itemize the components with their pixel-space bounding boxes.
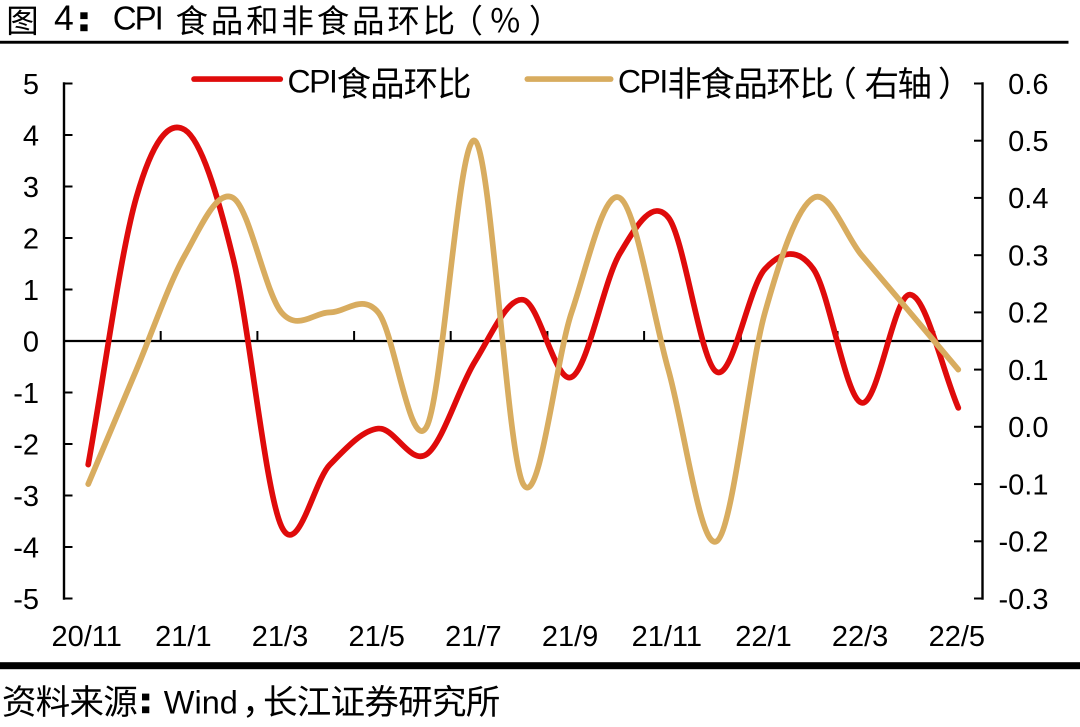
svg-text:4: 4 <box>54 0 74 38</box>
svg-text:1: 1 <box>23 275 39 307</box>
svg-text:-3: -3 <box>13 481 39 513</box>
svg-text:0.0: 0.0 <box>1008 412 1048 444</box>
svg-text:2: 2 <box>23 223 39 255</box>
svg-text:22/1: 22/1 <box>735 621 791 653</box>
svg-text:0.1: 0.1 <box>1008 355 1048 387</box>
svg-text:-0.1: -0.1 <box>999 469 1049 501</box>
svg-text:22/3: 22/3 <box>832 621 888 653</box>
svg-text:-0.3: -0.3 <box>999 584 1049 616</box>
svg-text:0.3: 0.3 <box>1008 241 1048 273</box>
svg-text:21/1: 21/1 <box>155 621 211 653</box>
svg-text:22/5: 22/5 <box>929 621 985 653</box>
svg-text:Wind: Wind <box>164 684 238 720</box>
svg-text:0.5: 0.5 <box>1008 126 1048 158</box>
svg-text:-5: -5 <box>13 584 39 616</box>
svg-text:CPI: CPI <box>113 0 162 36</box>
svg-text:21/9: 21/9 <box>542 621 598 653</box>
svg-text:4: 4 <box>23 120 39 152</box>
svg-text:21/7: 21/7 <box>445 621 501 653</box>
svg-text:CPI: CPI <box>618 63 667 99</box>
svg-text:3: 3 <box>23 172 39 204</box>
svg-text:-2: -2 <box>13 429 39 461</box>
svg-text:CPI: CPI <box>288 63 337 99</box>
svg-text:-4: -4 <box>13 532 39 564</box>
svg-text:-0.2: -0.2 <box>999 527 1049 559</box>
svg-text:0: 0 <box>23 326 39 358</box>
svg-text:20/11: 20/11 <box>51 621 121 653</box>
svg-text:0.4: 0.4 <box>1008 183 1048 215</box>
svg-text:5: 5 <box>23 69 39 101</box>
svg-text:0.6: 0.6 <box>1008 69 1048 101</box>
svg-text:21/5: 21/5 <box>348 621 404 653</box>
svg-text:21/3: 21/3 <box>252 621 308 653</box>
svg-text:-1: -1 <box>13 378 39 410</box>
svg-text:21/11: 21/11 <box>632 621 702 653</box>
svg-text:0.2: 0.2 <box>1008 298 1048 330</box>
